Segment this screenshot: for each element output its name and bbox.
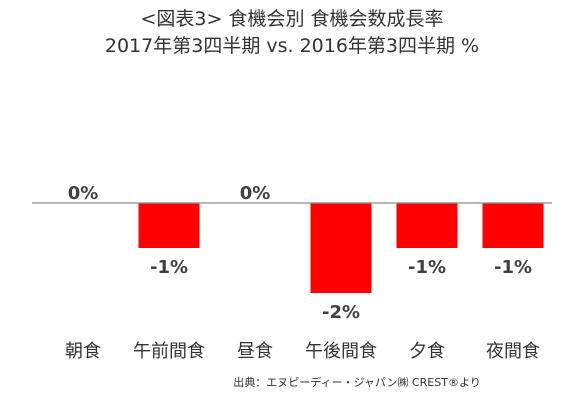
value-label-5: -1% xyxy=(408,257,446,278)
value-label-6: -1% xyxy=(494,257,532,278)
chart-title: <図表3> 食機会別 食機会数成長率 2017年第3四半期 vs. 2016年第… xyxy=(0,6,584,60)
bar-6 xyxy=(482,203,544,248)
category-label-2: 午前間食 xyxy=(133,341,205,362)
value-label-1: 0% xyxy=(68,183,99,204)
category-label-3: 昼食 xyxy=(237,341,273,362)
category-label-5: 夕食 xyxy=(409,341,445,362)
chart-title-line-1: <図表3> 食機会別 食機会数成長率 xyxy=(140,8,444,30)
source-note: 出典：エヌピーディー・ジャパン㈱ CREST®より xyxy=(233,376,481,389)
bar-4 xyxy=(310,203,372,293)
category-label-1: 朝食 xyxy=(65,341,101,362)
chart-title-line-2: 2017年第3四半期 vs. 2016年第3四半期 % xyxy=(104,35,480,57)
category-label-4: 午後間食 xyxy=(305,341,377,362)
bars-layer xyxy=(138,203,544,293)
bar-2 xyxy=(138,203,200,248)
category-labels-layer: 朝食 午前間食 昼食 午後間食 夕食 夜間食 xyxy=(65,341,540,362)
category-label-6: 夜間食 xyxy=(486,341,540,362)
value-label-4: -2% xyxy=(322,302,360,323)
value-label-2: -1% xyxy=(150,257,188,278)
value-labels-layer: 0% -1% 0% -2% -1% -1% xyxy=(68,183,532,323)
value-label-3: 0% xyxy=(240,183,271,204)
bar-5 xyxy=(396,203,458,248)
